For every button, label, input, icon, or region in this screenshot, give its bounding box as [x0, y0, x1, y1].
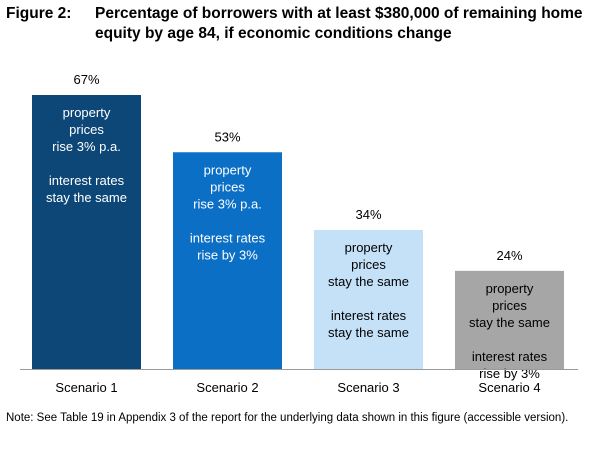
bar-annotation: property [204, 162, 252, 177]
bar [173, 152, 282, 369]
bar-annotation: interest rates [331, 308, 407, 323]
bar [32, 95, 141, 369]
bar-annotation: stay the same [328, 325, 409, 340]
bar-annotation: property [345, 240, 393, 255]
figure-note: Note: See Table 19 in Appendix 3 of the … [6, 412, 569, 424]
bar [314, 229, 423, 369]
bar-chart: 67% property prices rise 3% p.a. interest ra… [20, 72, 578, 395]
bar-annotation: prices [492, 298, 527, 313]
bar-value-label: 53% [214, 129, 240, 144]
bar-annotation: interest rates [49, 173, 125, 188]
category-label: Scenario 3 [337, 380, 399, 395]
bar-value-label: 24% [496, 248, 522, 263]
bar-annotation: stay the same [46, 190, 127, 205]
bar-annotation: prices [210, 179, 245, 194]
bar-annotation: rise 3% p.a. [52, 139, 121, 154]
bar-annotation: prices [351, 257, 386, 272]
figure-title: Figure 2: Percentage of borrowers with a… [6, 4, 591, 48]
bar-value-label: 34% [355, 207, 381, 222]
figure-number: Figure 2: [6, 5, 72, 22]
bar-value-label: 67% [73, 72, 99, 87]
category-label: Scenario 4 [478, 380, 540, 395]
bar [455, 270, 564, 369]
bar-annotation: property [63, 105, 111, 120]
bar-annotation: interest rates [472, 349, 548, 364]
category-label: Scenario 2 [196, 380, 258, 395]
bar-annotation: interest rates [190, 230, 266, 245]
bar-annotation: rise by 3% [197, 247, 258, 262]
bar-annotation: property [486, 281, 534, 296]
bar-annotation: rise by 3% [479, 366, 540, 381]
bar-annotation: stay the same [328, 274, 409, 289]
bar-annotation: stay the same [469, 315, 550, 330]
bar-annotation: prices [69, 122, 104, 137]
category-label: Scenario 1 [55, 380, 117, 395]
bar-annotation: rise 3% p.a. [193, 196, 262, 211]
figure-title-text: Percentage of borrowers with at least $3… [95, 5, 583, 42]
